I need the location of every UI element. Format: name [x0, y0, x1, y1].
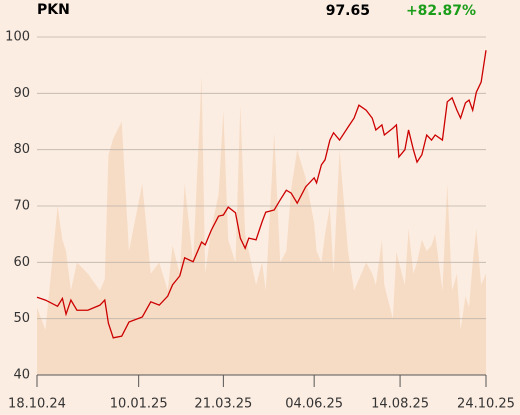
chart-title: PKN: [37, 2, 70, 18]
x-tick-label: 21.03.25: [194, 397, 252, 412]
x-tick-label: 18.10.24: [8, 397, 66, 412]
y-tick-label: 70: [13, 199, 30, 214]
y-tick-label: 60: [13, 255, 30, 270]
x-tick-label: 04.06.25: [285, 397, 343, 412]
volume-area: [37, 76, 486, 375]
x-tick-label: 14.08.25: [371, 397, 429, 412]
price-line: [36, 50, 487, 339]
y-tick-label: 100: [5, 30, 30, 45]
last-price: 97.65: [326, 3, 370, 19]
y-tick-label: 90: [13, 86, 30, 101]
y-tick-label: 80: [13, 142, 30, 157]
x-tick-label: 24.10.25: [457, 397, 515, 412]
y-tick-label: 50: [13, 311, 30, 326]
change: +82.87%: [406, 3, 476, 19]
x-tick-label: 10.01.25: [110, 397, 168, 412]
y-tick-label: 40: [13, 368, 30, 383]
